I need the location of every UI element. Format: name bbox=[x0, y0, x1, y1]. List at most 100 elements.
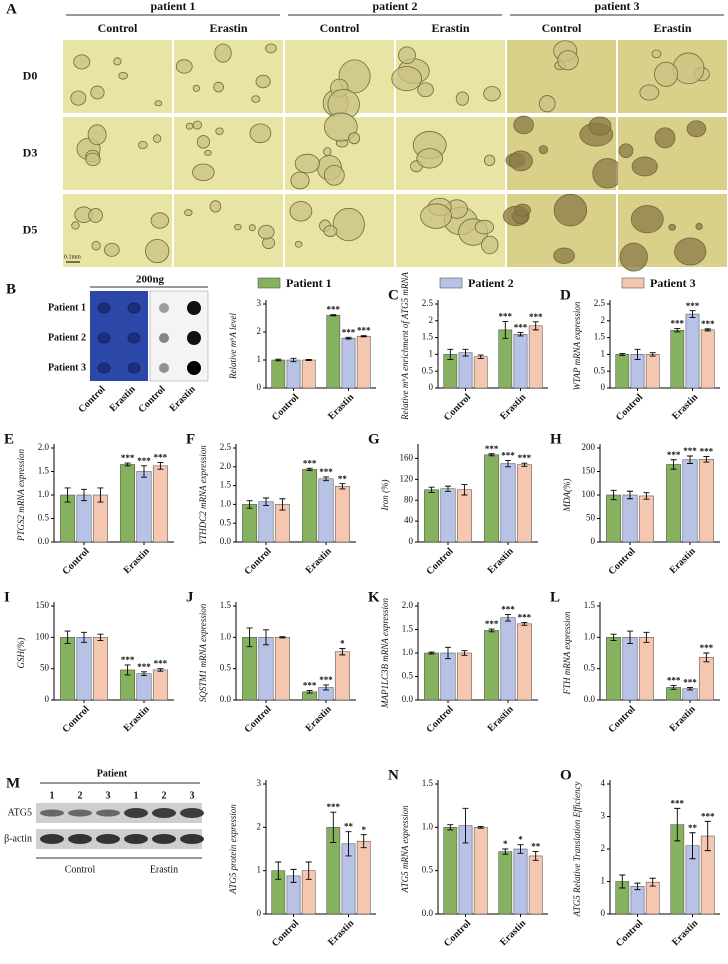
error-bar bbox=[627, 490, 633, 500]
significance-label: *** bbox=[667, 676, 681, 686]
y-tick-label: 2.0 bbox=[220, 461, 232, 471]
legend-swatch bbox=[621, 277, 645, 289]
organoid bbox=[85, 152, 101, 166]
x-tick-label: Erastin bbox=[486, 546, 516, 576]
y-tick-label: 1.5 bbox=[38, 466, 50, 476]
significance-label: *** bbox=[121, 655, 135, 665]
y-tick-label: 2.5 bbox=[220, 442, 232, 452]
blot-band bbox=[180, 834, 204, 844]
panel-letter: C bbox=[388, 287, 399, 303]
x-tick-label: Erastin bbox=[122, 704, 152, 734]
organoid bbox=[196, 135, 211, 149]
error-bar bbox=[689, 832, 696, 860]
significance-label: *** bbox=[499, 312, 513, 322]
x-tick-label: Erastin bbox=[670, 918, 700, 948]
error-bar bbox=[305, 358, 312, 362]
significance-label: *** bbox=[683, 678, 697, 688]
blot-title: Patient bbox=[97, 768, 128, 779]
significance-label: *** bbox=[518, 613, 532, 623]
y-tick-label: 0.0 bbox=[584, 694, 596, 704]
blot-dot bbox=[187, 301, 201, 315]
x-tick-label: Erastin bbox=[668, 546, 698, 576]
y-tick-label: 0 bbox=[409, 536, 414, 546]
organoid bbox=[654, 61, 679, 87]
significance-label: *** bbox=[154, 659, 168, 669]
organoid bbox=[145, 238, 170, 264]
significance-label: *** bbox=[683, 446, 697, 456]
bar bbox=[456, 652, 472, 701]
organoid bbox=[514, 203, 531, 217]
x-tick-label: Erastin bbox=[498, 392, 528, 422]
error-bar bbox=[263, 629, 269, 646]
organoid bbox=[248, 224, 256, 232]
error-bar bbox=[461, 650, 468, 656]
organoid bbox=[71, 221, 80, 230]
organoid bbox=[481, 235, 499, 255]
error-bar bbox=[141, 671, 147, 677]
y-tick-label: 0.0 bbox=[220, 536, 232, 546]
patient-label: patient 3 bbox=[595, 0, 640, 13]
y-tick-label: 150 bbox=[36, 600, 50, 610]
organoid bbox=[255, 74, 271, 89]
bar bbox=[318, 478, 334, 543]
error-bar bbox=[279, 636, 286, 639]
y-tick-label: 2 bbox=[601, 315, 606, 325]
x-tick-label: Control bbox=[614, 392, 645, 423]
error-bar bbox=[64, 630, 71, 645]
error-bar bbox=[330, 314, 337, 317]
error-bar bbox=[634, 882, 641, 891]
organoid bbox=[455, 91, 470, 106]
y-tick-label: 0.0 bbox=[38, 536, 50, 546]
y-tick-label: 2.5 bbox=[594, 298, 606, 308]
bar bbox=[440, 488, 456, 543]
bar bbox=[484, 630, 500, 701]
organoid bbox=[592, 158, 623, 189]
organoid bbox=[150, 212, 170, 229]
x-tick-label: Control bbox=[607, 546, 638, 577]
y-tick-label: 1.5 bbox=[422, 332, 434, 342]
error-bar bbox=[649, 877, 656, 887]
organoid bbox=[215, 127, 224, 135]
bar bbox=[638, 637, 654, 701]
bar bbox=[498, 851, 513, 915]
organoid bbox=[513, 115, 534, 135]
y-tick-label: 2.5 bbox=[422, 298, 434, 308]
organoid bbox=[323, 225, 338, 237]
significance-label: *** bbox=[701, 811, 715, 821]
organoid bbox=[672, 52, 705, 85]
error-bar bbox=[687, 455, 693, 464]
error-bar bbox=[462, 807, 469, 844]
error-bar bbox=[517, 332, 524, 337]
bar bbox=[473, 827, 488, 915]
error-bar bbox=[703, 456, 710, 463]
blot-band bbox=[40, 834, 64, 844]
y-axis-label: GSH(%) bbox=[16, 638, 26, 669]
y-tick-label: 1 bbox=[429, 348, 434, 358]
panel-letter: J bbox=[186, 589, 194, 605]
y-axis-label: ATG5 Relative Translation Efficiency bbox=[572, 782, 582, 918]
bar bbox=[682, 459, 698, 543]
y-tick-label: 0.5 bbox=[38, 513, 50, 523]
y-tick-label: 1.0 bbox=[38, 489, 50, 499]
condition-label: Control bbox=[98, 21, 138, 35]
organoid bbox=[184, 209, 193, 217]
error-bar bbox=[461, 484, 468, 496]
error-bar bbox=[610, 633, 617, 641]
condition-label: Erastin bbox=[653, 21, 691, 35]
error-bar bbox=[306, 690, 313, 694]
error-bar bbox=[505, 614, 511, 622]
organoid bbox=[91, 240, 101, 251]
panel-letter: A bbox=[6, 1, 17, 17]
blot-dot bbox=[97, 332, 111, 344]
bar bbox=[484, 454, 500, 543]
organoid bbox=[391, 66, 423, 92]
error-bar bbox=[445, 485, 451, 492]
y-axis-label: Relative m⁶A enrichment of ATG5 mRNA bbox=[400, 272, 410, 421]
y-axis-label: MAP1LC3B mRNA expression bbox=[380, 598, 390, 709]
organoid bbox=[417, 82, 434, 98]
error-bar bbox=[360, 335, 367, 338]
micrograph bbox=[396, 117, 505, 190]
organoid bbox=[118, 71, 128, 80]
bar bbox=[670, 329, 685, 389]
organoid bbox=[192, 163, 215, 182]
